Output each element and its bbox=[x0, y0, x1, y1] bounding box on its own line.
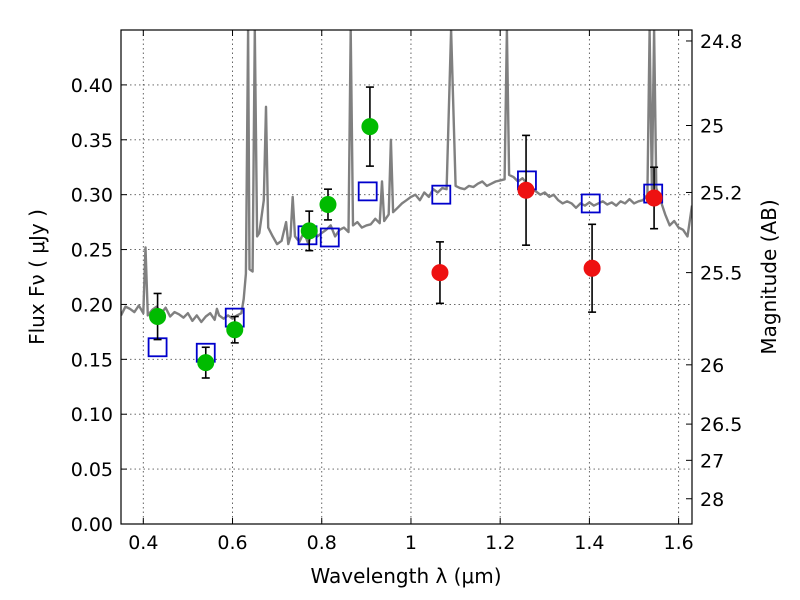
model-flux-square bbox=[580, 193, 601, 214]
photometry-point bbox=[319, 196, 337, 214]
model-flux-square bbox=[319, 227, 340, 248]
y-tick-labels: 0.00 0.05 0.10 0.15 0.20 0.25 0.30 0.35 0.40 bbox=[71, 75, 113, 536]
x-tick-labels: 0.4 0.6 0.8 1 1.2 1.4 1.6 bbox=[128, 532, 694, 554]
y-tick-label: 0.35 bbox=[71, 130, 113, 152]
photometry-point bbox=[517, 181, 535, 199]
y-tick-label: 0.05 bbox=[71, 459, 113, 481]
axis-ticks bbox=[121, 30, 692, 525]
y-tick-label: 0.25 bbox=[71, 240, 113, 262]
photometry-point bbox=[197, 354, 215, 372]
x-tick-label: 1.6 bbox=[664, 532, 694, 554]
photometry-point bbox=[361, 118, 379, 136]
plot-frame bbox=[120, 29, 693, 525]
y2-tick-label: 25.5 bbox=[700, 263, 742, 285]
y-tick-label: 0.00 bbox=[71, 514, 113, 536]
y2-tick-label: 25 bbox=[700, 116, 724, 138]
y2-axis-label: Magnitude (AB) bbox=[757, 199, 781, 354]
y-tick-label: 0.40 bbox=[71, 75, 113, 97]
y2-tick-label: 28 bbox=[700, 489, 724, 511]
photometry-point bbox=[431, 264, 449, 282]
x-tick-label: 0.6 bbox=[217, 532, 247, 554]
model-flux-square bbox=[357, 181, 378, 202]
photometry-point bbox=[149, 308, 167, 326]
y-tick-label: 0.10 bbox=[71, 404, 113, 426]
model-spectrum bbox=[121, 30, 692, 324]
spectrum-line bbox=[121, 30, 692, 324]
y-tick-label: 0.30 bbox=[71, 185, 113, 207]
x-tick-label: 1.2 bbox=[485, 532, 515, 554]
y2-tick-label: 27 bbox=[700, 450, 724, 472]
x-tick-label: 0.4 bbox=[128, 532, 158, 554]
y2-tick-label: 26.5 bbox=[700, 414, 742, 436]
x-tick-label: 1 bbox=[405, 532, 417, 554]
x-axis-label: Wavelength λ (μm) bbox=[310, 564, 501, 588]
photometry-point bbox=[645, 189, 663, 207]
photometry-markers bbox=[149, 118, 663, 372]
grid bbox=[121, 30, 692, 524]
x-tick-label: 0.8 bbox=[307, 532, 337, 554]
photometry-point bbox=[226, 321, 244, 339]
y2-tick-label: 26 bbox=[700, 355, 724, 377]
y-axis-label: Flux Fν ( μJy ) bbox=[25, 209, 49, 345]
photometry-point bbox=[583, 259, 601, 277]
y-tick-label: 0.20 bbox=[71, 294, 113, 316]
photometry-point bbox=[300, 222, 318, 240]
y2-tick-labels: 24.8 25 25.2 25.5 26 26.5 27 28 bbox=[700, 31, 742, 511]
y2-tick-label: 25.2 bbox=[700, 182, 742, 204]
plot-background bbox=[121, 30, 692, 524]
model-flux-square bbox=[431, 184, 452, 205]
y-tick-label: 0.15 bbox=[71, 349, 113, 371]
y2-tick-label: 24.8 bbox=[700, 31, 742, 53]
x-tick-label: 1.4 bbox=[574, 532, 604, 554]
